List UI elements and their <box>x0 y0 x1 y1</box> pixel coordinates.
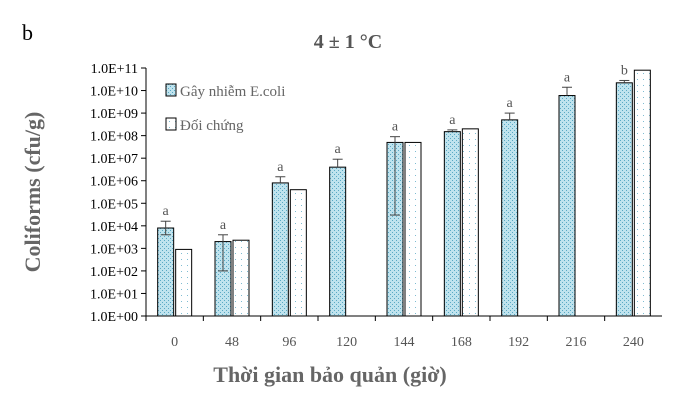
bar-infected <box>329 166 347 317</box>
y-tick-label: 1.0E+00 <box>90 310 138 325</box>
bar-infected <box>271 182 289 317</box>
significance-label: a <box>564 70 571 85</box>
legend: Gây nhiễm E.coli Đối chứng <box>165 83 285 134</box>
bar-infected <box>501 119 519 317</box>
legend-label-infected: Gây nhiễm E.coli <box>180 84 285 100</box>
significance-label: a <box>449 113 456 128</box>
panel-letter: b <box>22 20 33 45</box>
legend-label-control: Đối chứng <box>180 118 244 134</box>
bar-control <box>232 239 250 317</box>
x-tick-label: 120 <box>336 335 357 350</box>
bar-infected <box>615 82 633 317</box>
significance-label: a <box>277 160 284 175</box>
legend-swatch-infected <box>165 83 177 97</box>
x-axis-label: Thời gian bảo quản (giờ) <box>213 362 446 387</box>
bar-control <box>633 69 651 317</box>
x-tick-label: 192 <box>508 335 529 350</box>
bar-infected <box>443 131 461 317</box>
y-axis-ticks: 1.0E+00 1.0E+01 1.0E+02 1.0E+03 1.0E+04 1.0E+… <box>90 62 146 325</box>
bars: a a a a a a a a b <box>157 63 651 317</box>
y-tick-label: 1.0E+04 <box>90 220 138 235</box>
y-tick-label: 1.0E+02 <box>90 265 138 280</box>
y-tick-label: 1.0E+11 <box>91 62 138 77</box>
legend-swatch-control <box>165 117 177 131</box>
significance-label: a <box>163 204 170 219</box>
y-axis-label: Coliforms (cfu/g) <box>20 112 45 273</box>
y-tick-label: 1.0E+08 <box>90 130 138 145</box>
y-tick-label: 1.0E+09 <box>90 107 138 122</box>
chart-title: 4 ± 1 °C <box>314 31 382 53</box>
x-axis-ticks: 0 48 96 120 144 168 192 216 240 <box>145 316 644 350</box>
y-tick-label: 1.0E+05 <box>90 197 138 212</box>
bar-control <box>175 248 193 317</box>
bar-control <box>461 128 479 317</box>
significance-label: b <box>621 63 628 78</box>
x-tick-label: 96 <box>282 335 296 350</box>
bar-control <box>404 141 422 317</box>
significance-label: a <box>335 142 342 157</box>
x-tick-label: 0 <box>171 335 178 350</box>
significance-label: a <box>507 96 514 111</box>
x-tick-label: 216 <box>566 335 587 350</box>
y-tick-label: 1.0E+01 <box>90 287 138 302</box>
significance-label: a <box>392 120 399 135</box>
x-tick-label: 144 <box>394 335 415 350</box>
x-tick-label: 168 <box>451 335 472 350</box>
x-tick-label: 48 <box>225 335 239 350</box>
significance-label: a <box>220 218 227 233</box>
y-tick-label: 1.0E+10 <box>90 85 138 100</box>
y-tick-label: 1.0E+07 <box>90 152 138 167</box>
y-tick-label: 1.0E+03 <box>90 242 138 257</box>
y-tick-label: 1.0E+06 <box>90 175 138 190</box>
x-tick-label: 240 <box>623 335 644 350</box>
bar-infected <box>157 227 175 317</box>
bar-control <box>289 189 307 317</box>
bar-infected <box>558 95 576 317</box>
